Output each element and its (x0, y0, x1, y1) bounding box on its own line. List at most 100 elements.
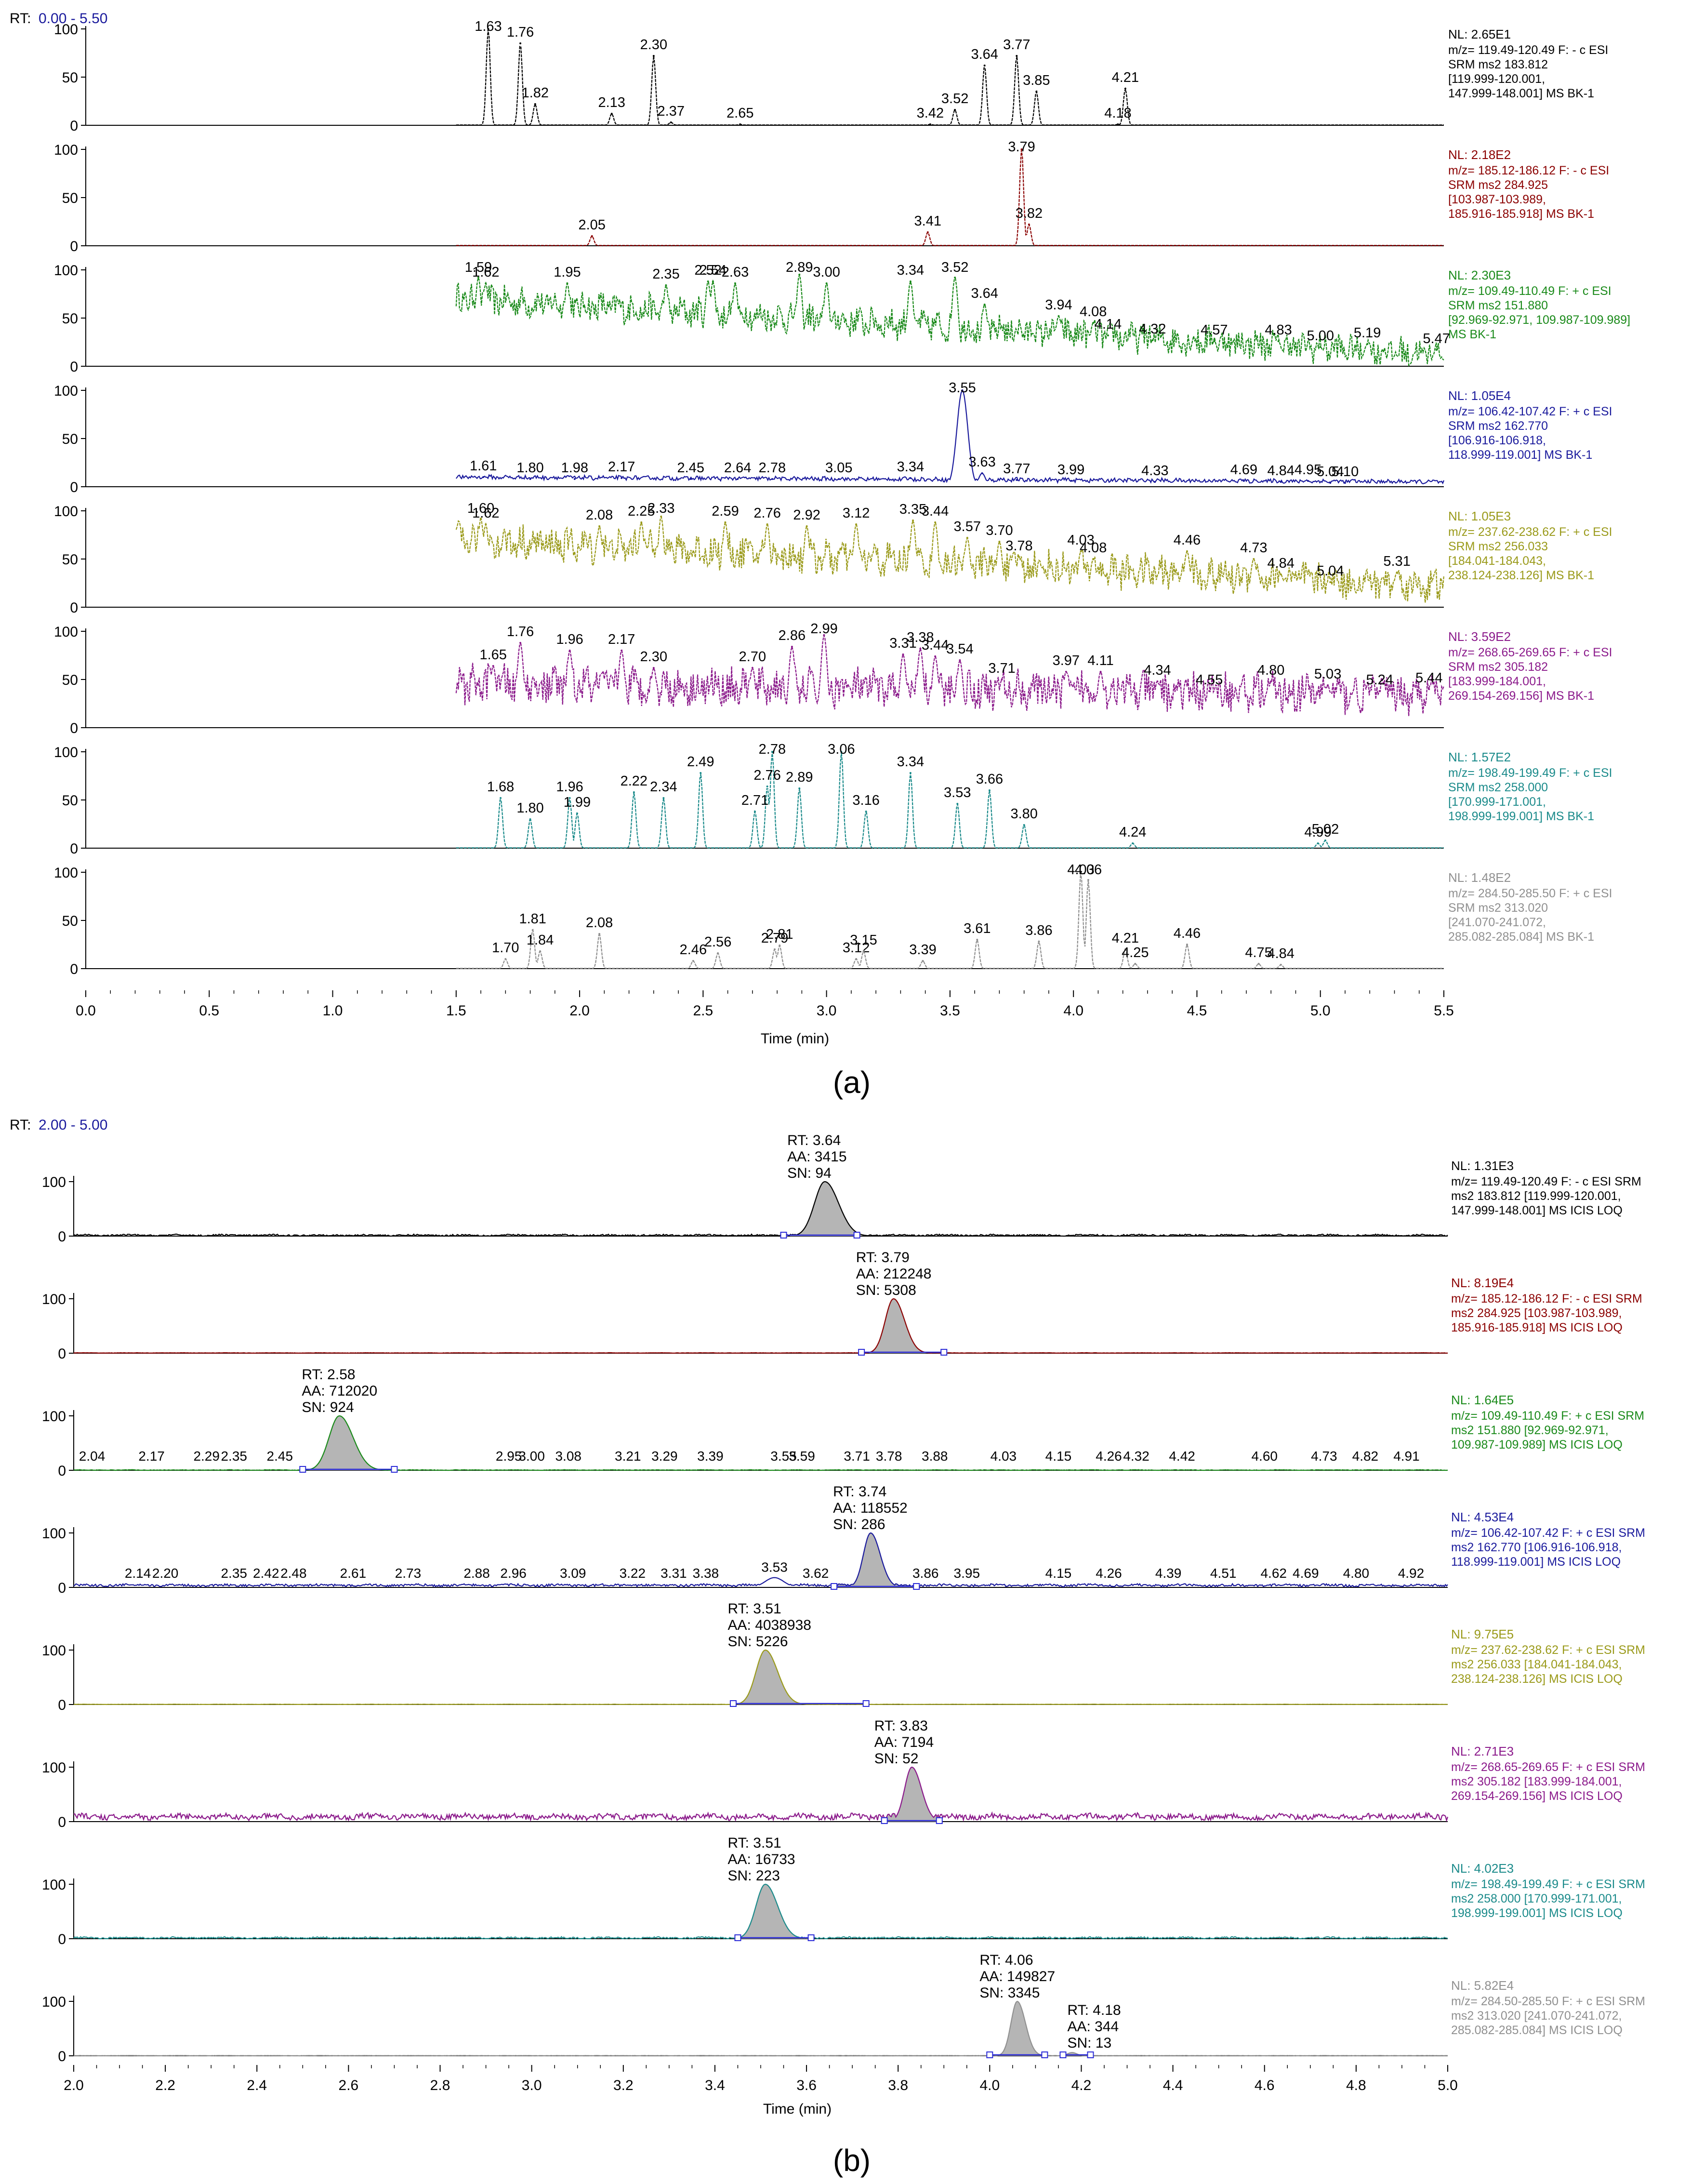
peak-label: 5.31 (1383, 554, 1410, 569)
extra-peak-label: 3.53 (761, 1560, 788, 1575)
peak-label: 2.78 (759, 460, 786, 476)
peak-marker (865, 811, 867, 812)
peak-marker (1327, 684, 1329, 686)
integrated-peak-area (884, 1767, 939, 1822)
y-tick-label: 100 (42, 1526, 66, 1542)
peak-label: 3.41 (914, 213, 941, 229)
peak-label: 4.57 (1201, 322, 1228, 338)
nl-label: NL: 1.48E2 (1448, 870, 1511, 885)
peak-marker (1018, 556, 1020, 558)
integration-end-marker (807, 1934, 815, 1941)
scan-desc-line: ms2 305.182 [183.999-184.001, (1451, 1775, 1622, 1788)
x-tick-label: 4.2 (1071, 2077, 1092, 2093)
peak-label: 1.81 (519, 911, 546, 927)
peak-label: 4.14 (1095, 317, 1122, 332)
integrated-peak-area (783, 1182, 857, 1236)
peak-label: 2.45 (677, 460, 704, 476)
y-tick-label: 50 (62, 552, 78, 568)
peak-marker (480, 518, 482, 519)
peak-marker (1107, 334, 1109, 336)
peak-marker (912, 519, 914, 521)
peak-label: 1.95 (554, 265, 581, 280)
peak-label: 2.54 (700, 263, 727, 278)
peak-marker (934, 521, 937, 523)
peak-marker (751, 667, 753, 669)
y-tick-label: 100 (42, 1760, 66, 1776)
integration-end-marker (853, 1232, 860, 1238)
peak-marker (961, 389, 964, 391)
peak-marker (1001, 679, 1003, 680)
peak-label: 3.71 (988, 661, 1015, 676)
y-tick-label: 0 (58, 1697, 66, 1713)
peak-marker (1092, 558, 1095, 560)
x-tick-label: 3.8 (888, 2077, 908, 2093)
y-tick-label: 100 (54, 624, 78, 640)
scan-desc-line: 147.999-148.001] MS ICIS LOQ (1451, 1204, 1623, 1217)
peak-marker (1253, 558, 1255, 560)
y-tick-label: 0 (70, 118, 78, 134)
scan-desc-line: 147.999-148.001] MS BK-1 (1448, 87, 1594, 100)
peak-label: 3.80 (1010, 806, 1037, 822)
peak2-aa-label: AA: 344 (1067, 2019, 1119, 2035)
peak-marker (724, 521, 727, 523)
scan-desc-line: [92.969-92.971, 109.987-109.989] (1448, 313, 1630, 327)
peak-rt-label: RT: 3.64 (787, 1132, 841, 1148)
peak-sn-label: SN: 223 (728, 1868, 780, 1884)
peak-label: 3.44 (922, 504, 949, 519)
minor-peak-label: 2.04 (79, 1449, 106, 1464)
trace-line (73, 1649, 1448, 1705)
peak-marker (806, 525, 808, 527)
nl-label: NL: 1.05E4 (1448, 388, 1511, 403)
peak-label: 3.79 (1008, 139, 1035, 155)
xlabel-b: Time (min) (763, 2101, 832, 2117)
peak-marker (1344, 482, 1346, 484)
peak-label: 1.62 (472, 265, 499, 280)
scan-desc-line: m/z= 119.49-120.49 F: - c ESI SRM (1451, 1175, 1641, 1188)
minor-peak-label: 2.96 (500, 1566, 527, 1581)
y-tick-label: 50 (62, 431, 78, 447)
peak-marker (529, 818, 531, 820)
peak-rt-label: RT: 2.58 (302, 1367, 355, 1383)
peak-marker (1208, 690, 1211, 692)
scan-desc-line: 109.987-109.989] MS ICIS LOQ (1451, 1438, 1623, 1452)
peak-label: 4.08 (1080, 540, 1107, 556)
peak-marker (1070, 480, 1072, 482)
integration-end-marker (862, 1700, 870, 1707)
y-tick-label: 100 (42, 1292, 66, 1307)
integration-end-marker (913, 1583, 920, 1590)
peak-label: 1.61 (470, 458, 497, 474)
peak-marker (1213, 340, 1215, 342)
peak-marker (1280, 964, 1282, 966)
scan-desc-line: m/z= 109.49-110.49 F: + c ESI SRM (1451, 1409, 1644, 1423)
peak-marker (825, 282, 828, 284)
y-tick-label: 0 (58, 1580, 66, 1596)
peak-label: 3.57 (954, 519, 981, 534)
peak-label: 3.35 (899, 502, 926, 517)
integrated-peak-area (738, 1884, 810, 1939)
integration-start-marker (986, 2051, 993, 2058)
minor-peak-label: 4.42 (1169, 1449, 1195, 1464)
peak-marker (1132, 842, 1134, 844)
peak-marker (1186, 944, 1188, 946)
scan-desc-line: 269.154-269.156] MS BK-1 (1448, 689, 1594, 703)
minor-peak-label: 4.03 (991, 1449, 1017, 1464)
peak-label: 3.06 (828, 742, 855, 757)
peak-label: 3.86 (1025, 923, 1052, 938)
scan-desc-line: m/z= 119.49-120.49 F: - c ESI (1448, 43, 1608, 57)
x-tick-label: 4.0 (979, 2077, 1000, 2093)
peak-label: 2.99 (810, 621, 837, 637)
peak-label: 5.47 (1423, 331, 1450, 346)
peak-marker (909, 477, 912, 479)
peak-label: 3.70 (986, 523, 1013, 538)
x-tick-label: 2.0 (64, 2077, 84, 2093)
peak-label: 3.31 (889, 636, 916, 651)
peak-marker (1378, 690, 1381, 692)
y-tick-label: 0 (58, 2049, 66, 2064)
scan-desc-line: m/z= 237.62-238.62 F: + c ESI SRM (1451, 1643, 1645, 1657)
peak-marker (1080, 550, 1082, 552)
peak-marker (1156, 680, 1159, 682)
peak-aa-label: AA: 4038938 (728, 1617, 811, 1633)
